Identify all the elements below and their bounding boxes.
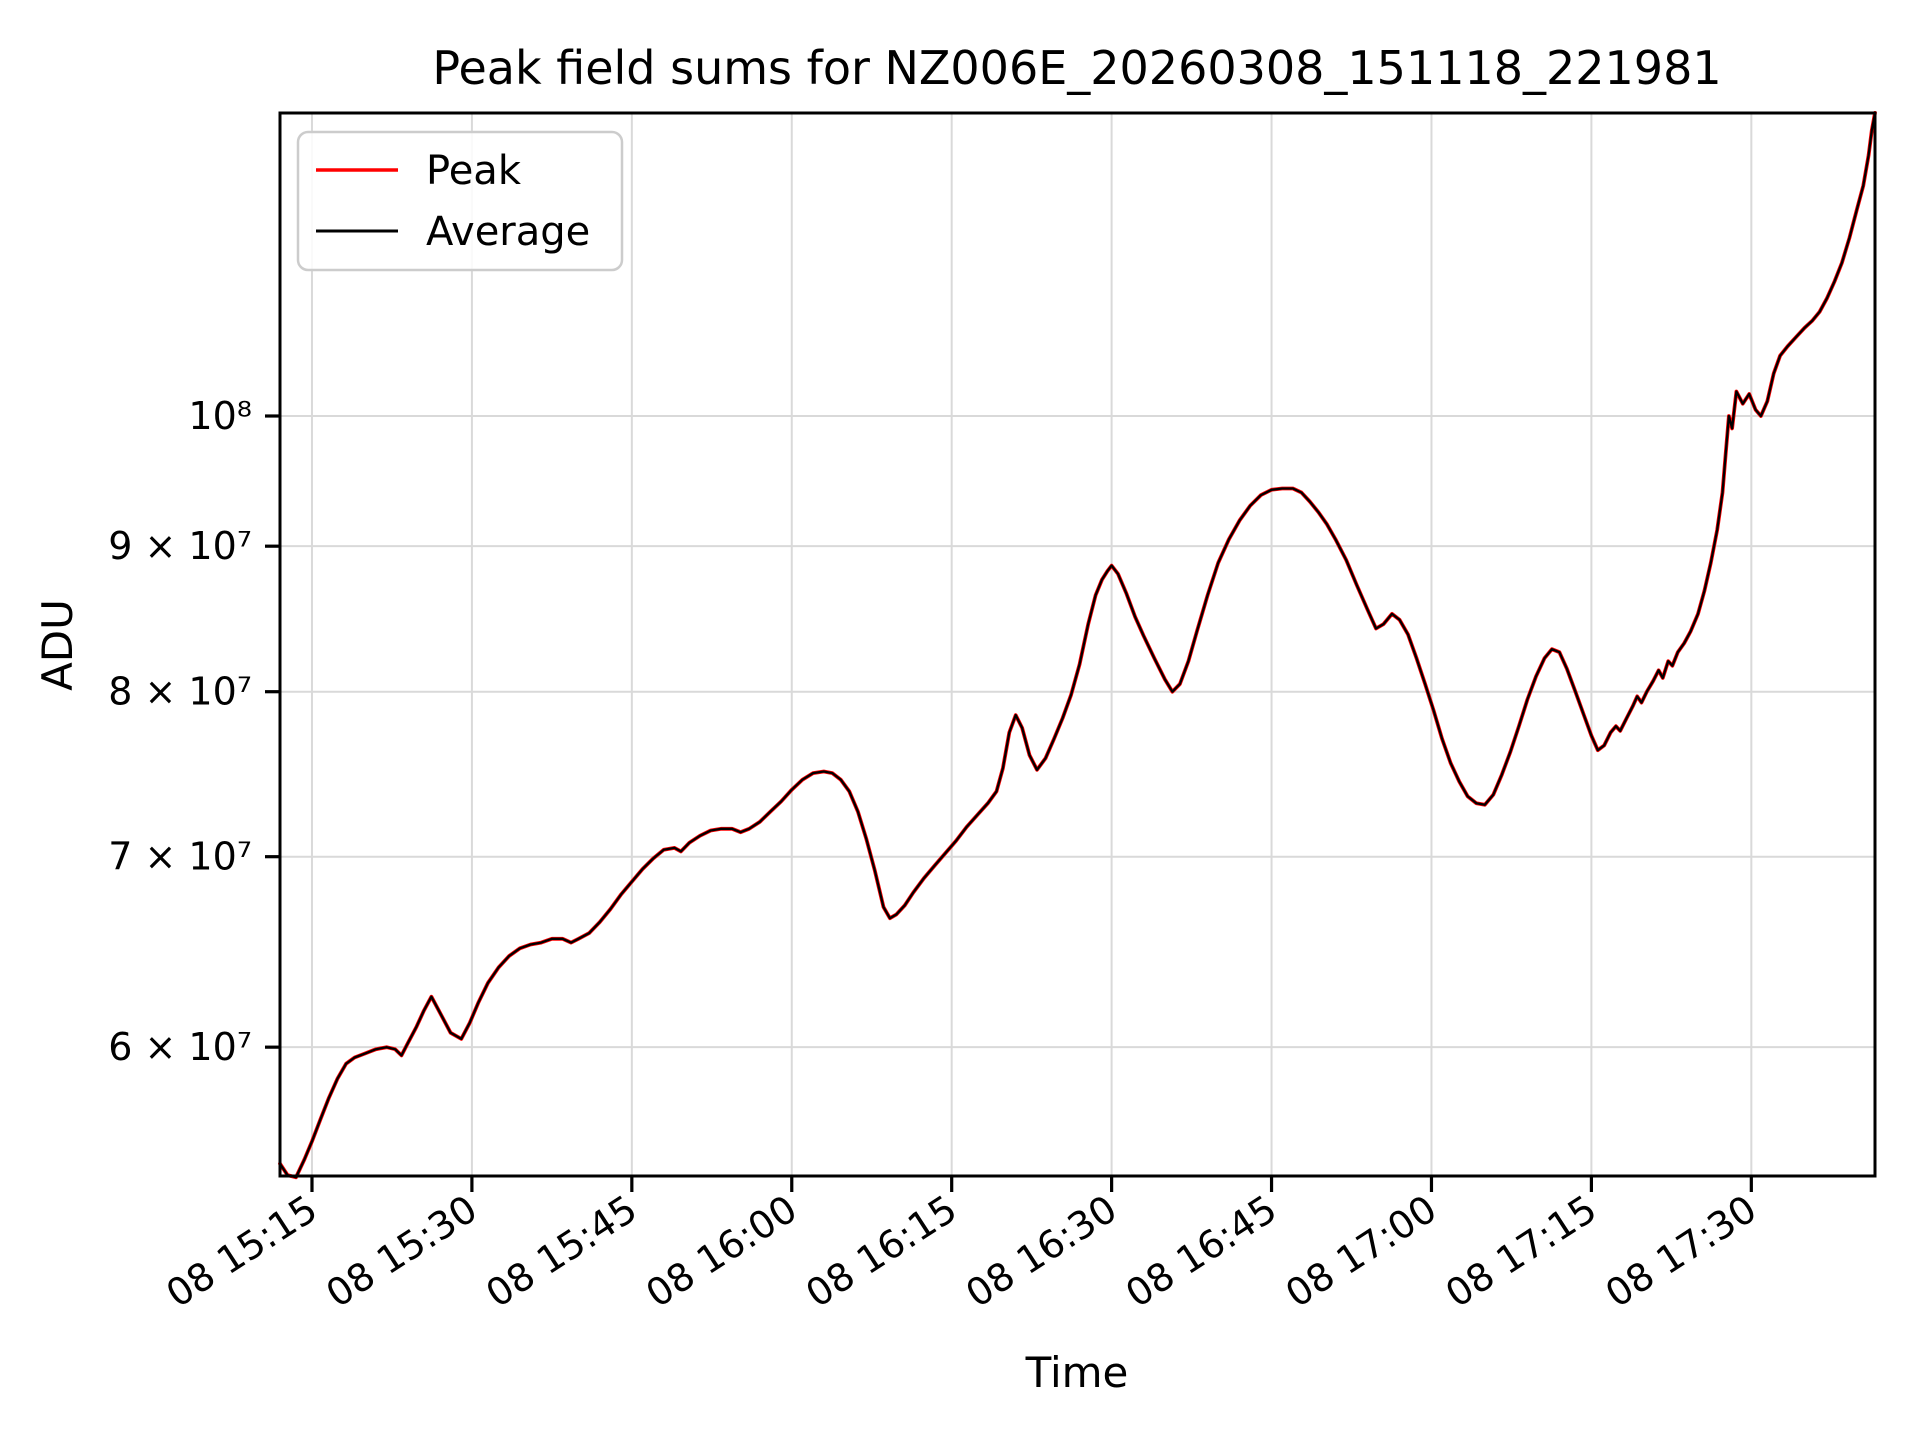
x-tick-label: 08 15:45 [478,1187,644,1316]
y-tick-label: 6 × 10⁷ [108,1025,252,1069]
plot-border [278,111,1877,1178]
x-tick-label: 08 15:30 [318,1187,484,1316]
x-tick-label: 08 17:30 [1598,1187,1764,1316]
x-axis-label: Time [1025,1348,1129,1397]
x-tick-label: 08 17:15 [1438,1187,1604,1316]
legend-box [296,130,624,272]
chart-title: Peak field sums for NZ006E_20260308_1511… [432,41,1721,95]
average-line [278,111,1877,1179]
legend-peak-label: Peak [426,148,522,194]
x-tick-label: 08 16:15 [798,1187,964,1316]
x-tick-label: 08 16:30 [958,1187,1124,1316]
y-tick-label: 8 × 10⁷ [108,670,252,714]
grid [280,113,1875,1176]
x-tick-label: 08 15:15 [158,1187,324,1316]
y-axis-label: ADU [33,599,82,691]
x-tick-label: 08 17:00 [1278,1187,1444,1316]
y-tick-label: 7 × 10⁷ [108,835,252,879]
peak-line [278,111,1877,1180]
series-lines [278,111,1877,1180]
y-tick-label: 10⁸ [188,394,252,438]
legend: Peak Average [296,130,624,272]
legend-average-label: Average [426,209,590,255]
x-tick-label: 08 16:00 [638,1187,804,1316]
y-tick-label: 9 × 10⁷ [108,524,252,568]
x-tick-label: 08 16:45 [1118,1187,1284,1316]
